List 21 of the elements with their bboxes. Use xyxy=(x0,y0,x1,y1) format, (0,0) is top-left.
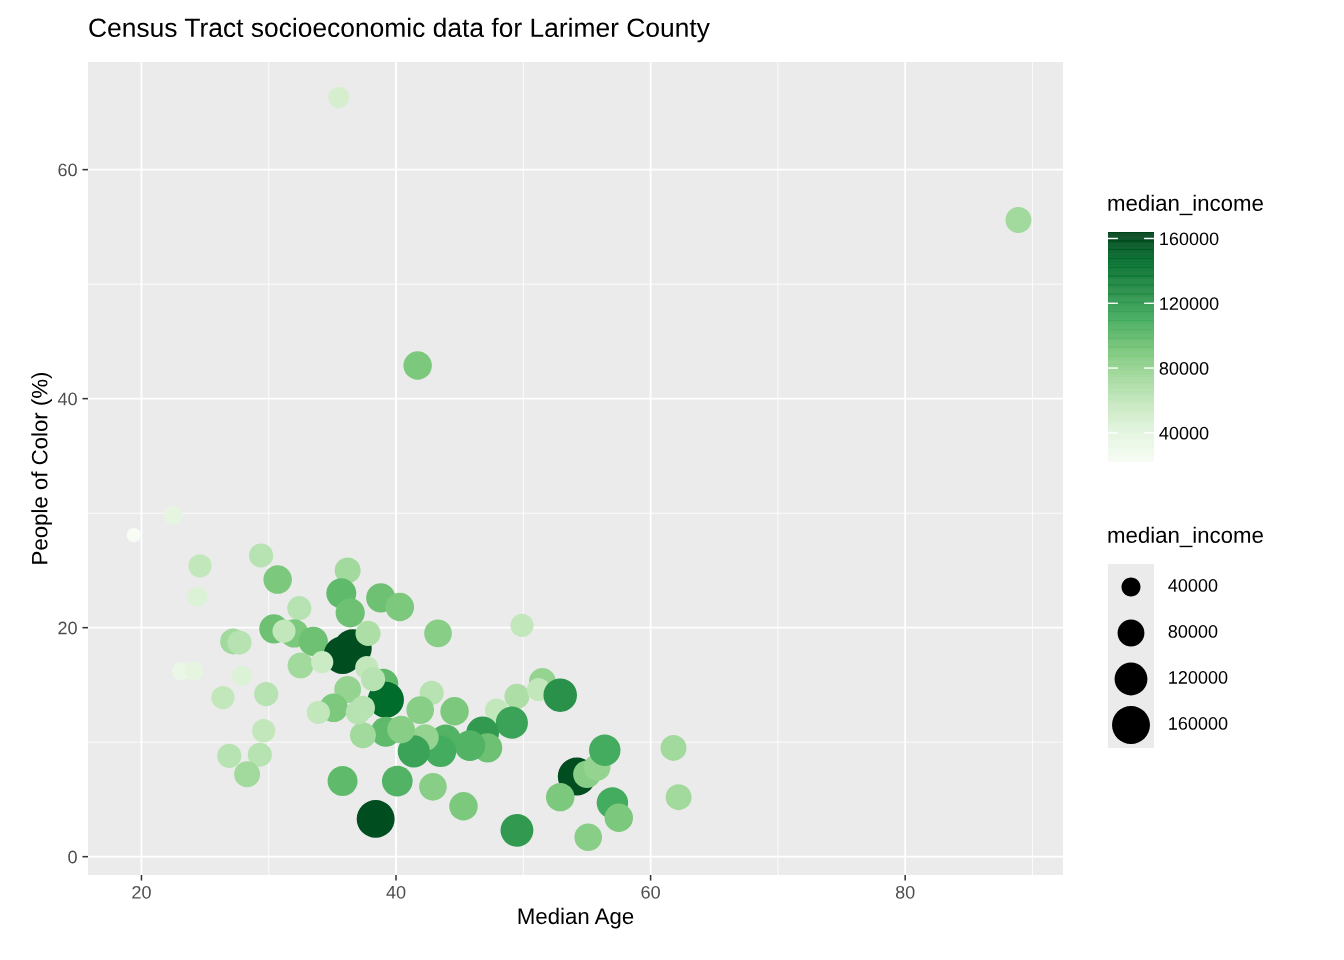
color-bar-label: 120000 xyxy=(1160,297,1219,310)
x-axis-title: Median Age xyxy=(518,907,634,929)
x-tick-label: 20 xyxy=(132,885,151,899)
color-bar-label: 160000 xyxy=(1160,232,1219,246)
y-tick-label: 20 xyxy=(58,621,77,635)
x-tick-label: 60 xyxy=(641,885,660,899)
color-bar-label: 80000 xyxy=(1159,361,1209,375)
x-tick-label: 40 xyxy=(386,885,406,899)
legend-label: 40000 xyxy=(1168,579,1218,592)
color-bar-title: median_income xyxy=(1108,194,1263,216)
color-bar-label: 40000 xyxy=(1159,426,1209,440)
legend-label: 80000 xyxy=(1168,625,1218,638)
legend-label: 160000 xyxy=(1169,717,1228,730)
y-axis-title: People of Color (%) xyxy=(31,372,52,564)
legend-title: median_income xyxy=(1108,526,1263,548)
legend-label: 120000 xyxy=(1169,671,1228,684)
x-tick-label: 80 xyxy=(895,885,915,899)
chart-title: Census Tract socioeconomic data for Larimer County xyxy=(89,17,710,43)
y-tick-label: 0 xyxy=(68,850,77,864)
y-tick-label: 40 xyxy=(57,392,77,406)
y-tick-label: 60 xyxy=(58,163,77,177)
